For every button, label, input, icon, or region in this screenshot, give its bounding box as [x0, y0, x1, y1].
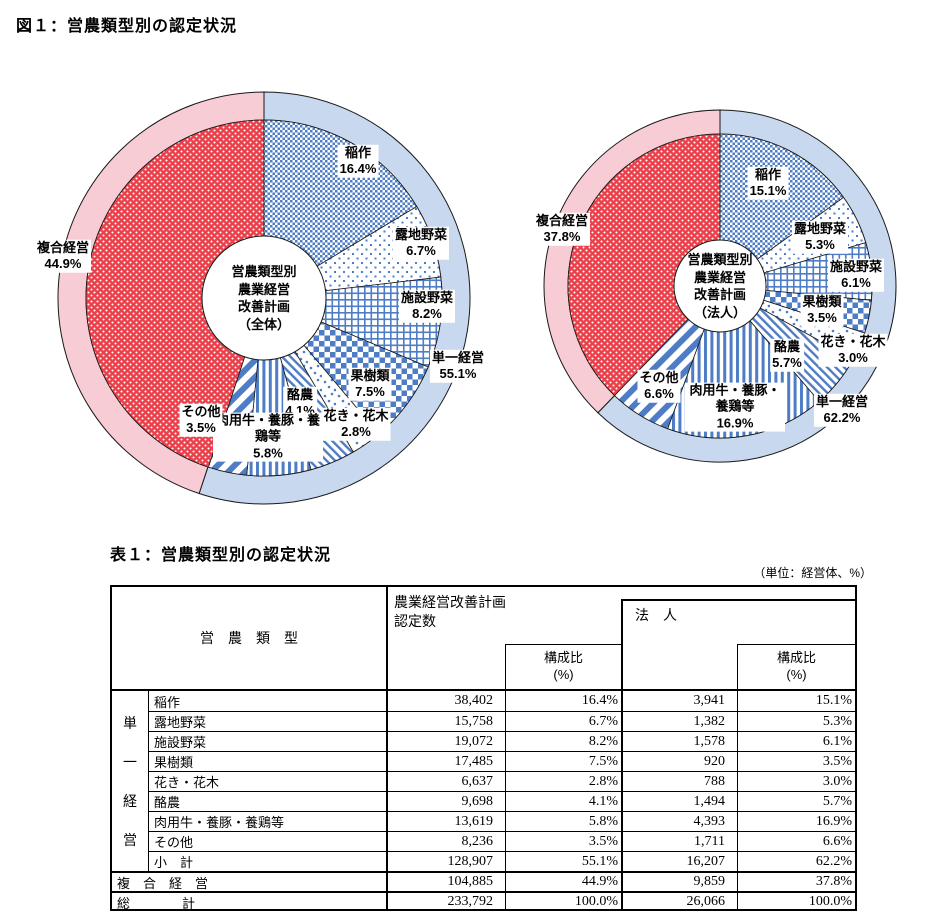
certification-table: 営 農 類 型 農業経営改善計画 認定数 構成比 (%) 法 人 構成比 (%)… — [110, 585, 857, 911]
donut-hole-0 — [201, 235, 327, 361]
row-3-plan-ratio: 7.5% — [505, 751, 621, 771]
row-9-plan-ratio: 44.9% — [505, 871, 621, 891]
row-2-plan-count: 19,072 — [386, 731, 505, 751]
row-10-name: 総 計 — [112, 891, 386, 911]
row-6-name: 肉用牛・養豚・養鶏等 — [148, 811, 386, 831]
row-0-corp-ratio: 15.1% — [737, 691, 855, 711]
header-farming-type: 営 農 類 型 — [200, 630, 298, 646]
header-plan-count: 農業経営改善計画 認定数 — [394, 594, 506, 629]
group-label-char: 単 — [123, 714, 137, 731]
row-1-corp-count: 1,382 — [621, 711, 737, 731]
row-4-corp-count: 788 — [621, 771, 737, 791]
row-5-corp-ratio: 5.7% — [737, 791, 855, 811]
row-5-name: 酪農 — [148, 791, 386, 811]
header-corporate-label: 法 人 — [635, 607, 677, 623]
row-7-corp-count: 1,711 — [621, 831, 737, 851]
row-6-corp-count: 4,393 — [621, 811, 737, 831]
row-4-name: 花き・花木 — [148, 771, 386, 791]
row-3-name: 果樹類 — [148, 751, 386, 771]
row-10-plan-count: 233,792 — [386, 891, 505, 911]
group-label-char: 営 — [123, 831, 137, 848]
row-9-name: 複 合 経 営 — [112, 871, 386, 891]
donut-hole-1 — [673, 239, 767, 333]
table-title: 表１：営農類型別の認定状況 — [110, 547, 332, 564]
row-8-corp-ratio: 62.2% — [737, 851, 855, 871]
row-0-name: 稲作 — [148, 691, 386, 711]
group-label-single-management: 単一経営 — [112, 691, 148, 871]
unit-note: （単位：経営体、%） — [753, 566, 872, 580]
row-9-corp-ratio: 37.8% — [737, 871, 855, 891]
row-2-name: 施設野菜 — [148, 731, 386, 751]
row-6-plan-ratio: 5.8% — [505, 811, 621, 831]
table-divider-thick-2 — [621, 599, 623, 909]
group-label-char: 経 — [123, 792, 137, 809]
row-8-plan-count: 128,907 — [386, 851, 505, 871]
row-1-plan-count: 15,758 — [386, 711, 505, 731]
row-7-corp-ratio: 6.6% — [737, 831, 855, 851]
table-header: 営 農 類 型 農業経営改善計画 認定数 構成比 (%) 法 人 構成比 (%) — [112, 587, 855, 691]
row-5-plan-count: 9,698 — [386, 791, 505, 811]
row-2-corp-ratio: 6.1% — [737, 731, 855, 751]
table-body: 単一経営稲作 38,402 16.4% 3,941 15.1% 露地野菜 15,758 6.7… — [112, 691, 855, 911]
group-label-char: 一 — [123, 753, 137, 770]
header-ratio-corporate: 構成比 (%) — [737, 644, 855, 689]
header-ratio-total: 構成比 (%) — [505, 644, 621, 689]
row-1-name: 露地野菜 — [148, 711, 386, 731]
row-10-corp-ratio: 100.0% — [737, 891, 855, 911]
row-1-corp-ratio: 5.3% — [737, 711, 855, 731]
row-6-corp-ratio: 16.9% — [737, 811, 855, 831]
row-0-corp-count: 3,941 — [693, 693, 726, 708]
row-6-plan-count: 13,619 — [386, 811, 505, 831]
donut-chart-overall — [57, 91, 471, 505]
row-3-corp-count: 920 — [621, 751, 737, 771]
figure-title: 図１：営農類型別の認定状況 — [16, 18, 238, 35]
row-5-plan-ratio: 4.1% — [505, 791, 621, 811]
row-2-corp-count: 1,578 — [621, 731, 737, 751]
row-7-name: その他 — [148, 831, 386, 851]
row-4-corp-ratio: 3.0% — [737, 771, 855, 791]
row-3-plan-count: 17,485 — [386, 751, 505, 771]
row-8-name: 小 計 — [148, 851, 386, 871]
row-2-plan-ratio: 8.2% — [505, 731, 621, 751]
donut-chart-corporate — [543, 109, 897, 463]
row-8-plan-ratio: 55.1% — [505, 851, 621, 871]
row-7-plan-count: 8,236 — [386, 831, 505, 851]
donut-charts-canvas — [57, 91, 897, 505]
table-divider-thick-1 — [386, 587, 388, 909]
row-10-plan-ratio: 100.0% — [505, 891, 621, 911]
row-10-corp-count: 26,066 — [621, 891, 737, 911]
row-4-plan-count: 6,637 — [386, 771, 505, 791]
header-corporate-box: 法 人 — [621, 599, 855, 689]
row-8-corp-count: 16,207 — [621, 851, 737, 871]
row-9-corp-count: 9,859 — [621, 871, 737, 891]
row-5-corp-count: 1,494 — [621, 791, 737, 811]
row-0-plan-count: 38,402 — [454, 693, 494, 708]
row-9-plan-count: 104,885 — [386, 871, 505, 891]
row-4-plan-ratio: 2.8% — [505, 771, 621, 791]
row-7-plan-ratio: 3.5% — [505, 831, 621, 851]
row-1-plan-ratio: 6.7% — [505, 711, 621, 731]
row-3-corp-ratio: 3.5% — [737, 751, 855, 771]
row-0-plan-ratio: 16.4% — [505, 691, 621, 711]
